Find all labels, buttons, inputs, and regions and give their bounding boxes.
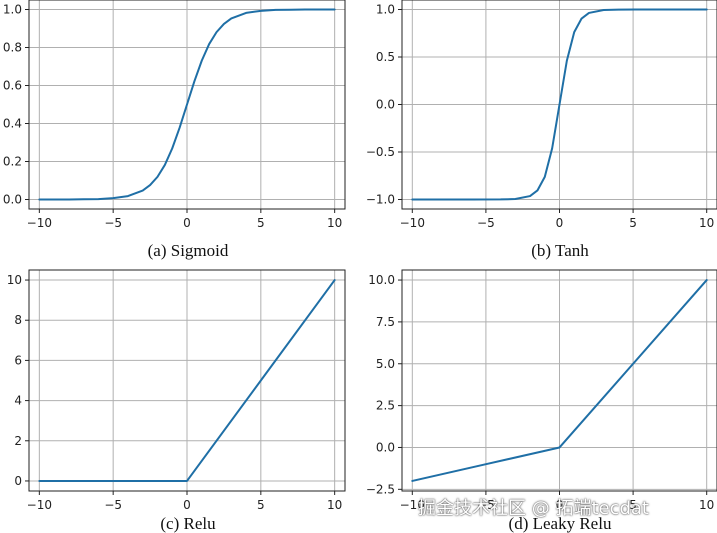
y-tick-label: 0.5: [376, 50, 395, 64]
chart-caption: (d) Leaky Relu: [509, 514, 612, 533]
x-tick-label: 0: [556, 498, 564, 512]
y-tick-label: 2.5: [376, 399, 395, 413]
x-tick-label: −10: [27, 216, 52, 230]
y-tick-label: 1.0: [3, 3, 22, 17]
relu-series-line: [38, 279, 336, 482]
y-tick-label: 0.4: [3, 117, 22, 131]
y-tick-label: 8: [14, 313, 22, 327]
y-tick-label: −2.5: [366, 482, 395, 496]
x-tick-label: 5: [629, 216, 637, 230]
watermark: 掘金技术社区 @ 拓端tecdat: [418, 498, 649, 519]
y-tick-label: 1.0: [376, 3, 395, 17]
chart-panel-leaky_relu: −10 −5 0 5 10 −2.5 0.0 2.5 5.0 7.5 10.0 (d) Leaky R…: [366, 269, 717, 533]
x-tick-label: −10: [400, 216, 425, 230]
y-tick-label: 4: [14, 394, 22, 408]
x-tick-label: 5: [629, 498, 637, 512]
y-tick-label: 0.0: [376, 440, 395, 454]
chart-panel-tanh: −10 −5 0 5 10 −1.0 −0.5 0.0 0.5 1.0 (b) Tanh: [366, 0, 717, 260]
x-tick-label: −5: [104, 216, 122, 230]
y-tick-label: 2: [14, 434, 22, 448]
y-tick-label: 0.2: [3, 155, 22, 169]
leaky_relu-series-line: [411, 279, 708, 482]
x-tick-label: 0: [556, 216, 564, 230]
y-tick-label: 10.0: [368, 273, 395, 287]
y-tick-label: 7.5: [376, 315, 395, 329]
chart-panel-sigmoid: −10 −5 0 5 10 0.0 0.2 0.4 0.6 0.8 1.0 (a) Sigmoid: [3, 0, 346, 260]
tanh-series-line: [411, 8, 708, 201]
y-tick-label: 10: [7, 273, 22, 287]
y-tick-label: 0.8: [3, 41, 22, 55]
y-tick-label: 0.6: [3, 79, 22, 93]
y-tick-label: 0: [14, 474, 22, 488]
x-tick-label: 0: [183, 498, 191, 512]
y-tick-label: 0.0: [376, 98, 395, 112]
y-tick-label: −1.0: [366, 193, 395, 207]
y-tick-label: 0.0: [3, 193, 22, 207]
x-tick-label: 10: [327, 498, 342, 512]
chart-caption: (b) Tanh: [531, 241, 589, 260]
x-tick-label: 5: [257, 498, 265, 512]
chart-caption: (a) Sigmoid: [148, 241, 229, 260]
x-tick-label: −5: [477, 216, 495, 230]
x-tick-label: −5: [104, 498, 122, 512]
chart-panel-relu: −10 −5 0 5 10 0 2 4 6 8 10 (c) Relu: [7, 269, 346, 533]
x-tick-label: 10: [699, 498, 714, 512]
chart-caption: (c) Relu: [160, 514, 216, 533]
sigmoid-series-line: [38, 8, 336, 201]
y-tick-label: 5.0: [376, 357, 395, 371]
x-tick-label: −10: [400, 498, 425, 512]
x-tick-label: 0: [183, 216, 191, 230]
y-tick-label: −0.5: [366, 145, 395, 159]
y-tick-label: 6: [14, 353, 22, 367]
x-tick-label: 10: [699, 216, 714, 230]
x-tick-label: −5: [477, 498, 495, 512]
x-tick-label: −10: [27, 498, 52, 512]
x-tick-label: 5: [257, 216, 265, 230]
x-tick-label: 10: [327, 216, 342, 230]
